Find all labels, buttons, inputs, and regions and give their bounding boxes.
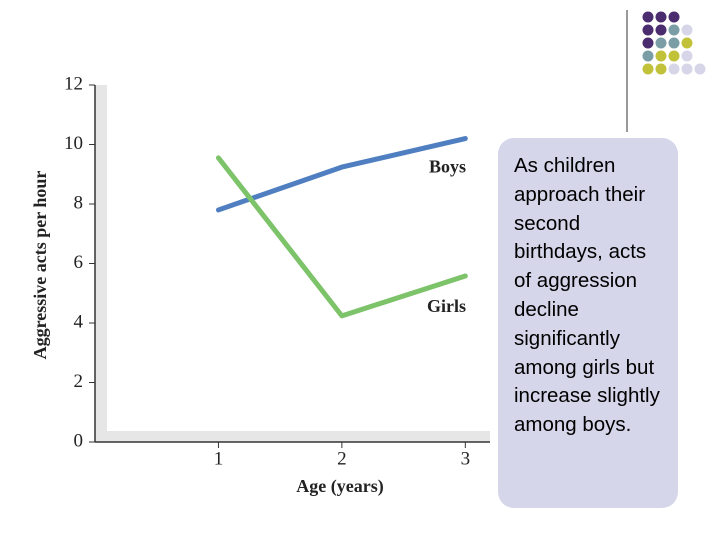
x-tick-label: 2 (337, 448, 347, 469)
decor-dot (668, 11, 680, 23)
decor-dot (655, 37, 667, 49)
series-line (215, 155, 468, 319)
decor-dot (668, 24, 680, 36)
decor-dot (655, 24, 667, 36)
series-label: Boys (429, 157, 466, 177)
x-axis-title: Age (years) (296, 476, 383, 497)
y-tick-label: 10 (64, 133, 83, 154)
decor-dot (642, 24, 654, 36)
y-tick-label: 0 (74, 430, 84, 451)
decor-dot (655, 63, 667, 75)
series-line (215, 136, 468, 213)
x-tick-label: 1 (214, 448, 224, 469)
decor-dot (681, 63, 693, 75)
decor-dot (642, 37, 654, 49)
decor-dot (681, 50, 693, 62)
decor-dot (694, 63, 706, 75)
note-box: As children approach their second birthd… (498, 138, 678, 508)
decor-dot (668, 37, 680, 49)
y-tick-label: 6 (74, 252, 84, 273)
series-label: Girls (427, 296, 466, 316)
x-tick-label: 3 (461, 448, 471, 469)
y-tick-label: 4 (74, 311, 84, 332)
y-tick-label: 8 (74, 192, 84, 213)
decor-dot (668, 50, 680, 62)
decor-dot (642, 63, 654, 75)
decor-dot (655, 50, 667, 62)
axis-band (95, 85, 107, 442)
y-axis-title: Aggressive acts per hour (30, 171, 50, 360)
decor-dot (681, 37, 693, 49)
decor-dot (655, 11, 667, 23)
decor-dot (642, 50, 654, 62)
y-tick-label: 2 (74, 371, 84, 392)
axis-band (95, 431, 490, 442)
decor-dot (681, 24, 693, 36)
decor-dot (642, 11, 654, 23)
decor-dot (668, 63, 680, 75)
y-tick-label: 12 (64, 73, 83, 94)
